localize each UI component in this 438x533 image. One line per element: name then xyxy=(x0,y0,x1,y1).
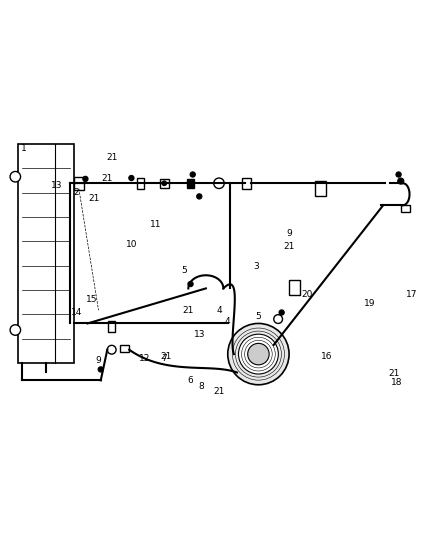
Circle shape xyxy=(247,343,269,365)
Text: 2: 2 xyxy=(74,188,79,197)
Bar xyxy=(74,177,84,190)
Text: 6: 6 xyxy=(187,376,194,385)
Circle shape xyxy=(228,324,289,385)
Text: 13: 13 xyxy=(194,330,205,339)
Bar xyxy=(18,144,74,363)
Circle shape xyxy=(214,178,224,189)
Text: 19: 19 xyxy=(364,299,376,308)
Circle shape xyxy=(190,172,195,177)
Circle shape xyxy=(129,175,134,181)
Text: 21: 21 xyxy=(88,194,100,203)
Text: 13: 13 xyxy=(51,181,63,190)
Text: 15: 15 xyxy=(86,295,98,304)
Bar xyxy=(289,280,300,295)
Bar xyxy=(160,179,169,188)
Bar xyxy=(242,178,251,189)
Circle shape xyxy=(10,325,21,335)
Circle shape xyxy=(398,178,404,184)
Circle shape xyxy=(197,194,202,199)
Bar xyxy=(315,181,326,197)
Text: 10: 10 xyxy=(126,240,137,249)
Text: 18: 18 xyxy=(391,378,402,387)
Text: 4: 4 xyxy=(225,317,230,326)
Text: 14: 14 xyxy=(71,308,82,317)
Text: 9: 9 xyxy=(286,229,292,238)
Bar xyxy=(108,321,115,332)
Text: 8: 8 xyxy=(198,383,205,391)
Circle shape xyxy=(98,367,103,372)
Bar xyxy=(187,179,194,188)
Circle shape xyxy=(162,181,166,185)
Text: 16: 16 xyxy=(321,352,332,361)
Bar xyxy=(120,345,129,352)
Text: 17: 17 xyxy=(406,290,417,300)
Bar xyxy=(401,205,410,212)
Text: 3: 3 xyxy=(253,262,259,271)
Text: 7: 7 xyxy=(161,354,167,363)
Text: 4: 4 xyxy=(216,306,222,315)
Circle shape xyxy=(238,334,278,374)
Circle shape xyxy=(107,345,116,354)
Text: 5: 5 xyxy=(181,266,187,276)
Text: 12: 12 xyxy=(139,354,150,363)
Circle shape xyxy=(83,176,88,182)
Bar xyxy=(137,178,144,189)
Circle shape xyxy=(188,281,193,287)
Circle shape xyxy=(396,172,401,177)
Text: 21: 21 xyxy=(106,152,117,161)
Text: 21: 21 xyxy=(183,306,194,315)
Circle shape xyxy=(274,314,283,324)
Text: 21: 21 xyxy=(213,387,225,396)
Text: 11: 11 xyxy=(150,220,161,229)
Circle shape xyxy=(10,172,21,182)
Circle shape xyxy=(279,310,284,315)
Text: 1: 1 xyxy=(21,144,27,153)
Text: 21: 21 xyxy=(161,352,172,361)
Text: 20: 20 xyxy=(301,290,312,300)
Text: 9: 9 xyxy=(95,356,102,365)
Text: 21: 21 xyxy=(389,369,400,378)
Text: 21: 21 xyxy=(283,243,295,251)
Text: 21: 21 xyxy=(102,174,113,183)
Text: 5: 5 xyxy=(255,312,261,321)
